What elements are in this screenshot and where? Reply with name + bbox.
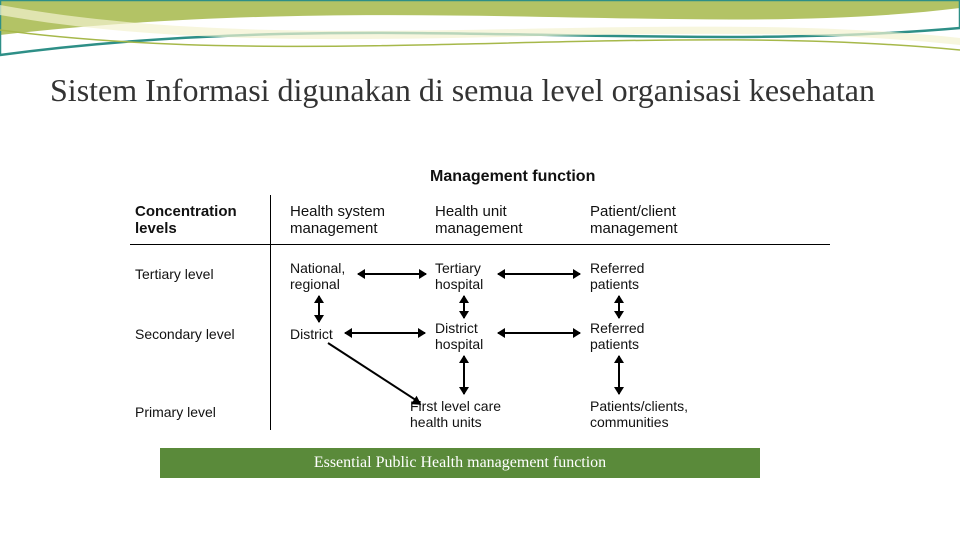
header-swoosh — [0, 0, 960, 70]
arrow-v-c1 — [318, 296, 320, 322]
row-secondary: Secondary level — [135, 326, 235, 342]
cell-secondary-0: District — [290, 326, 333, 342]
arrow-h-t2 — [498, 273, 580, 275]
cell-tertiary-0: National, regional — [290, 260, 345, 292]
arrow-v-c2a — [463, 296, 465, 318]
row-tertiary: Tertiary level — [135, 266, 214, 282]
arrow-h-s2 — [498, 332, 580, 334]
slide-title: Sistem Informasi digunakan di semua leve… — [50, 72, 920, 109]
row-divider — [270, 195, 271, 430]
arrow-v-c3a — [618, 296, 620, 318]
col-head-1: Health unit management — [435, 203, 523, 237]
arrow-diag-district-primary — [327, 342, 420, 404]
col-head-0: Health system management — [290, 203, 385, 237]
footer-bar: Essential Public Health management funct… — [160, 448, 760, 478]
cell-secondary-2: Referred patients — [590, 320, 644, 352]
cell-primary-1: First level care health units — [410, 398, 501, 430]
cell-primary-2: Patients/clients, communities — [590, 398, 688, 430]
concentration-levels-label: Concentration levels — [135, 203, 237, 237]
arrow-v-c2b — [463, 356, 465, 394]
header-underline — [130, 244, 830, 245]
arrow-v-c3b — [618, 356, 620, 394]
footer-text: Essential Public Health management funct… — [160, 448, 760, 478]
arrow-h-s1 — [345, 332, 425, 334]
mgmt-function-label: Management function — [430, 168, 595, 186]
row-primary: Primary level — [135, 404, 216, 420]
cell-tertiary-2: Referred patients — [590, 260, 644, 292]
cell-tertiary-1: Tertiary hospital — [435, 260, 483, 292]
arrow-h-t1 — [358, 273, 426, 275]
col-head-2: Patient/client management — [590, 203, 678, 237]
cell-secondary-1: District hospital — [435, 320, 483, 352]
